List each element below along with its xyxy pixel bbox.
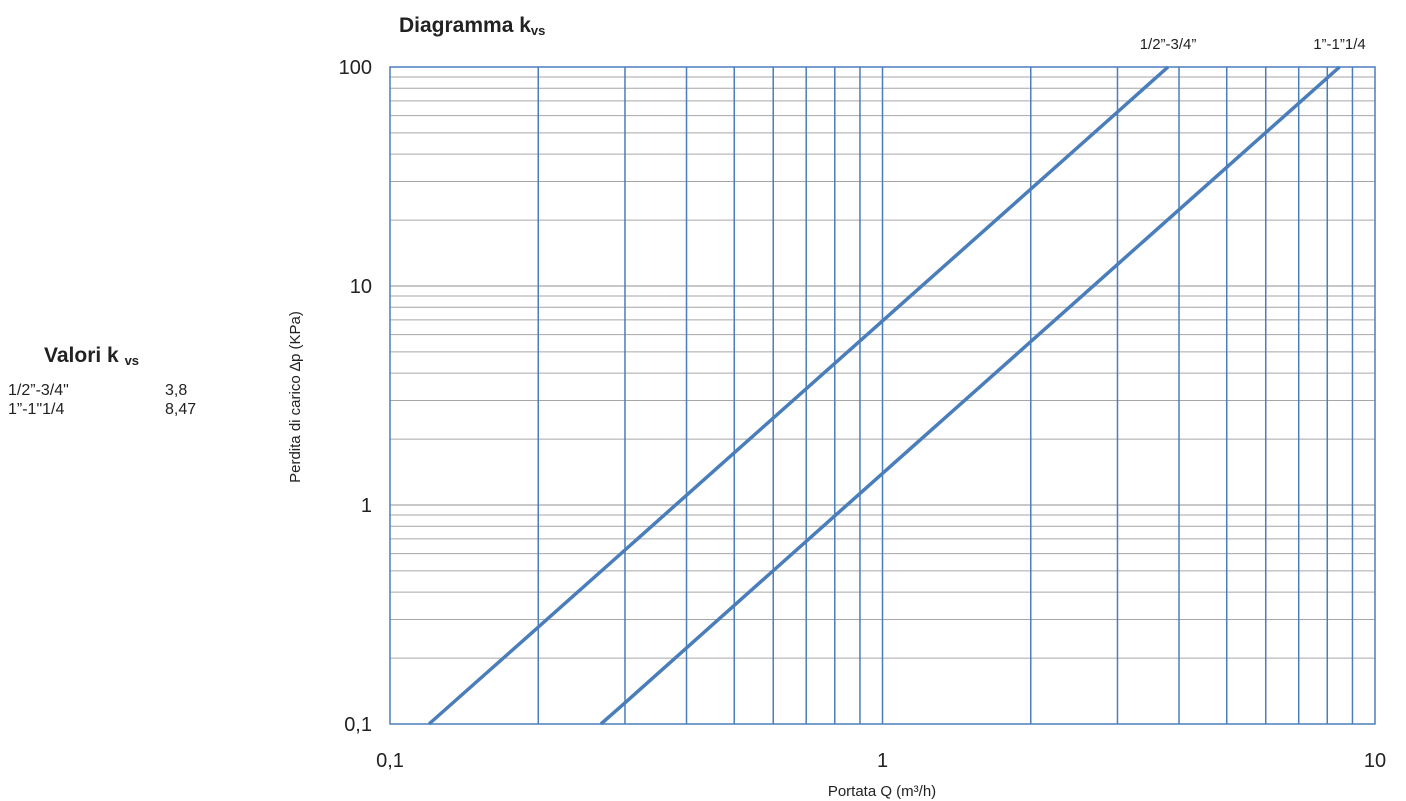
tick-labels: 0,1 1 10 0,1 1 10 100	[339, 57, 1387, 772]
kvs-row-label: 1”-1"1/4	[8, 401, 65, 418]
kvs-table-title: Valori k vs	[44, 344, 139, 368]
x-tick-label: 1	[877, 750, 888, 772]
kvs-row-value: 3,8	[165, 382, 188, 399]
series-label: 1/2”-3/4”	[1140, 36, 1197, 53]
y-tick-label: 0,1	[344, 714, 372, 736]
x-axis-label: Portata Q (m³/h)	[828, 783, 936, 800]
y-tick-label: 1	[361, 495, 372, 517]
kvs-row: 1/2”-3/4" 3,8	[8, 382, 187, 400]
series-layer: 1/2”-3/4” 1”-1”1/4	[427, 36, 1366, 726]
y-axis-label: Perdita di carico ∆p (KPa)	[287, 311, 304, 483]
kvs-table-title-sub: vs	[124, 353, 140, 368]
axis-labels: Diagramma kvs Portata Q (m³/h) Perdita d…	[287, 14, 936, 800]
y-tick-label: 10	[350, 276, 372, 298]
kvs-row: 1”-1"1/4 8,47	[8, 401, 196, 419]
series-line-0	[427, 65, 1170, 726]
chart-title-sub: vs	[531, 23, 545, 38]
y-tick-label: 100	[339, 57, 372, 79]
plot-area-frame	[389, 66, 1376, 725]
kvs-row-value: 8,47	[165, 401, 197, 418]
kvs-table-title-main: Valori k	[44, 344, 119, 367]
series-label: 1”-1”1/4	[1313, 36, 1366, 53]
kvs-row-label: 1/2”-3/4"	[8, 382, 69, 399]
chart-title-main: Diagramma k	[399, 14, 531, 37]
x-tick-label: 10	[1364, 750, 1386, 772]
series-line-1	[599, 65, 1341, 726]
x-tick-label: 0,1	[376, 750, 404, 772]
chart-title: Diagramma kvs	[399, 14, 545, 38]
